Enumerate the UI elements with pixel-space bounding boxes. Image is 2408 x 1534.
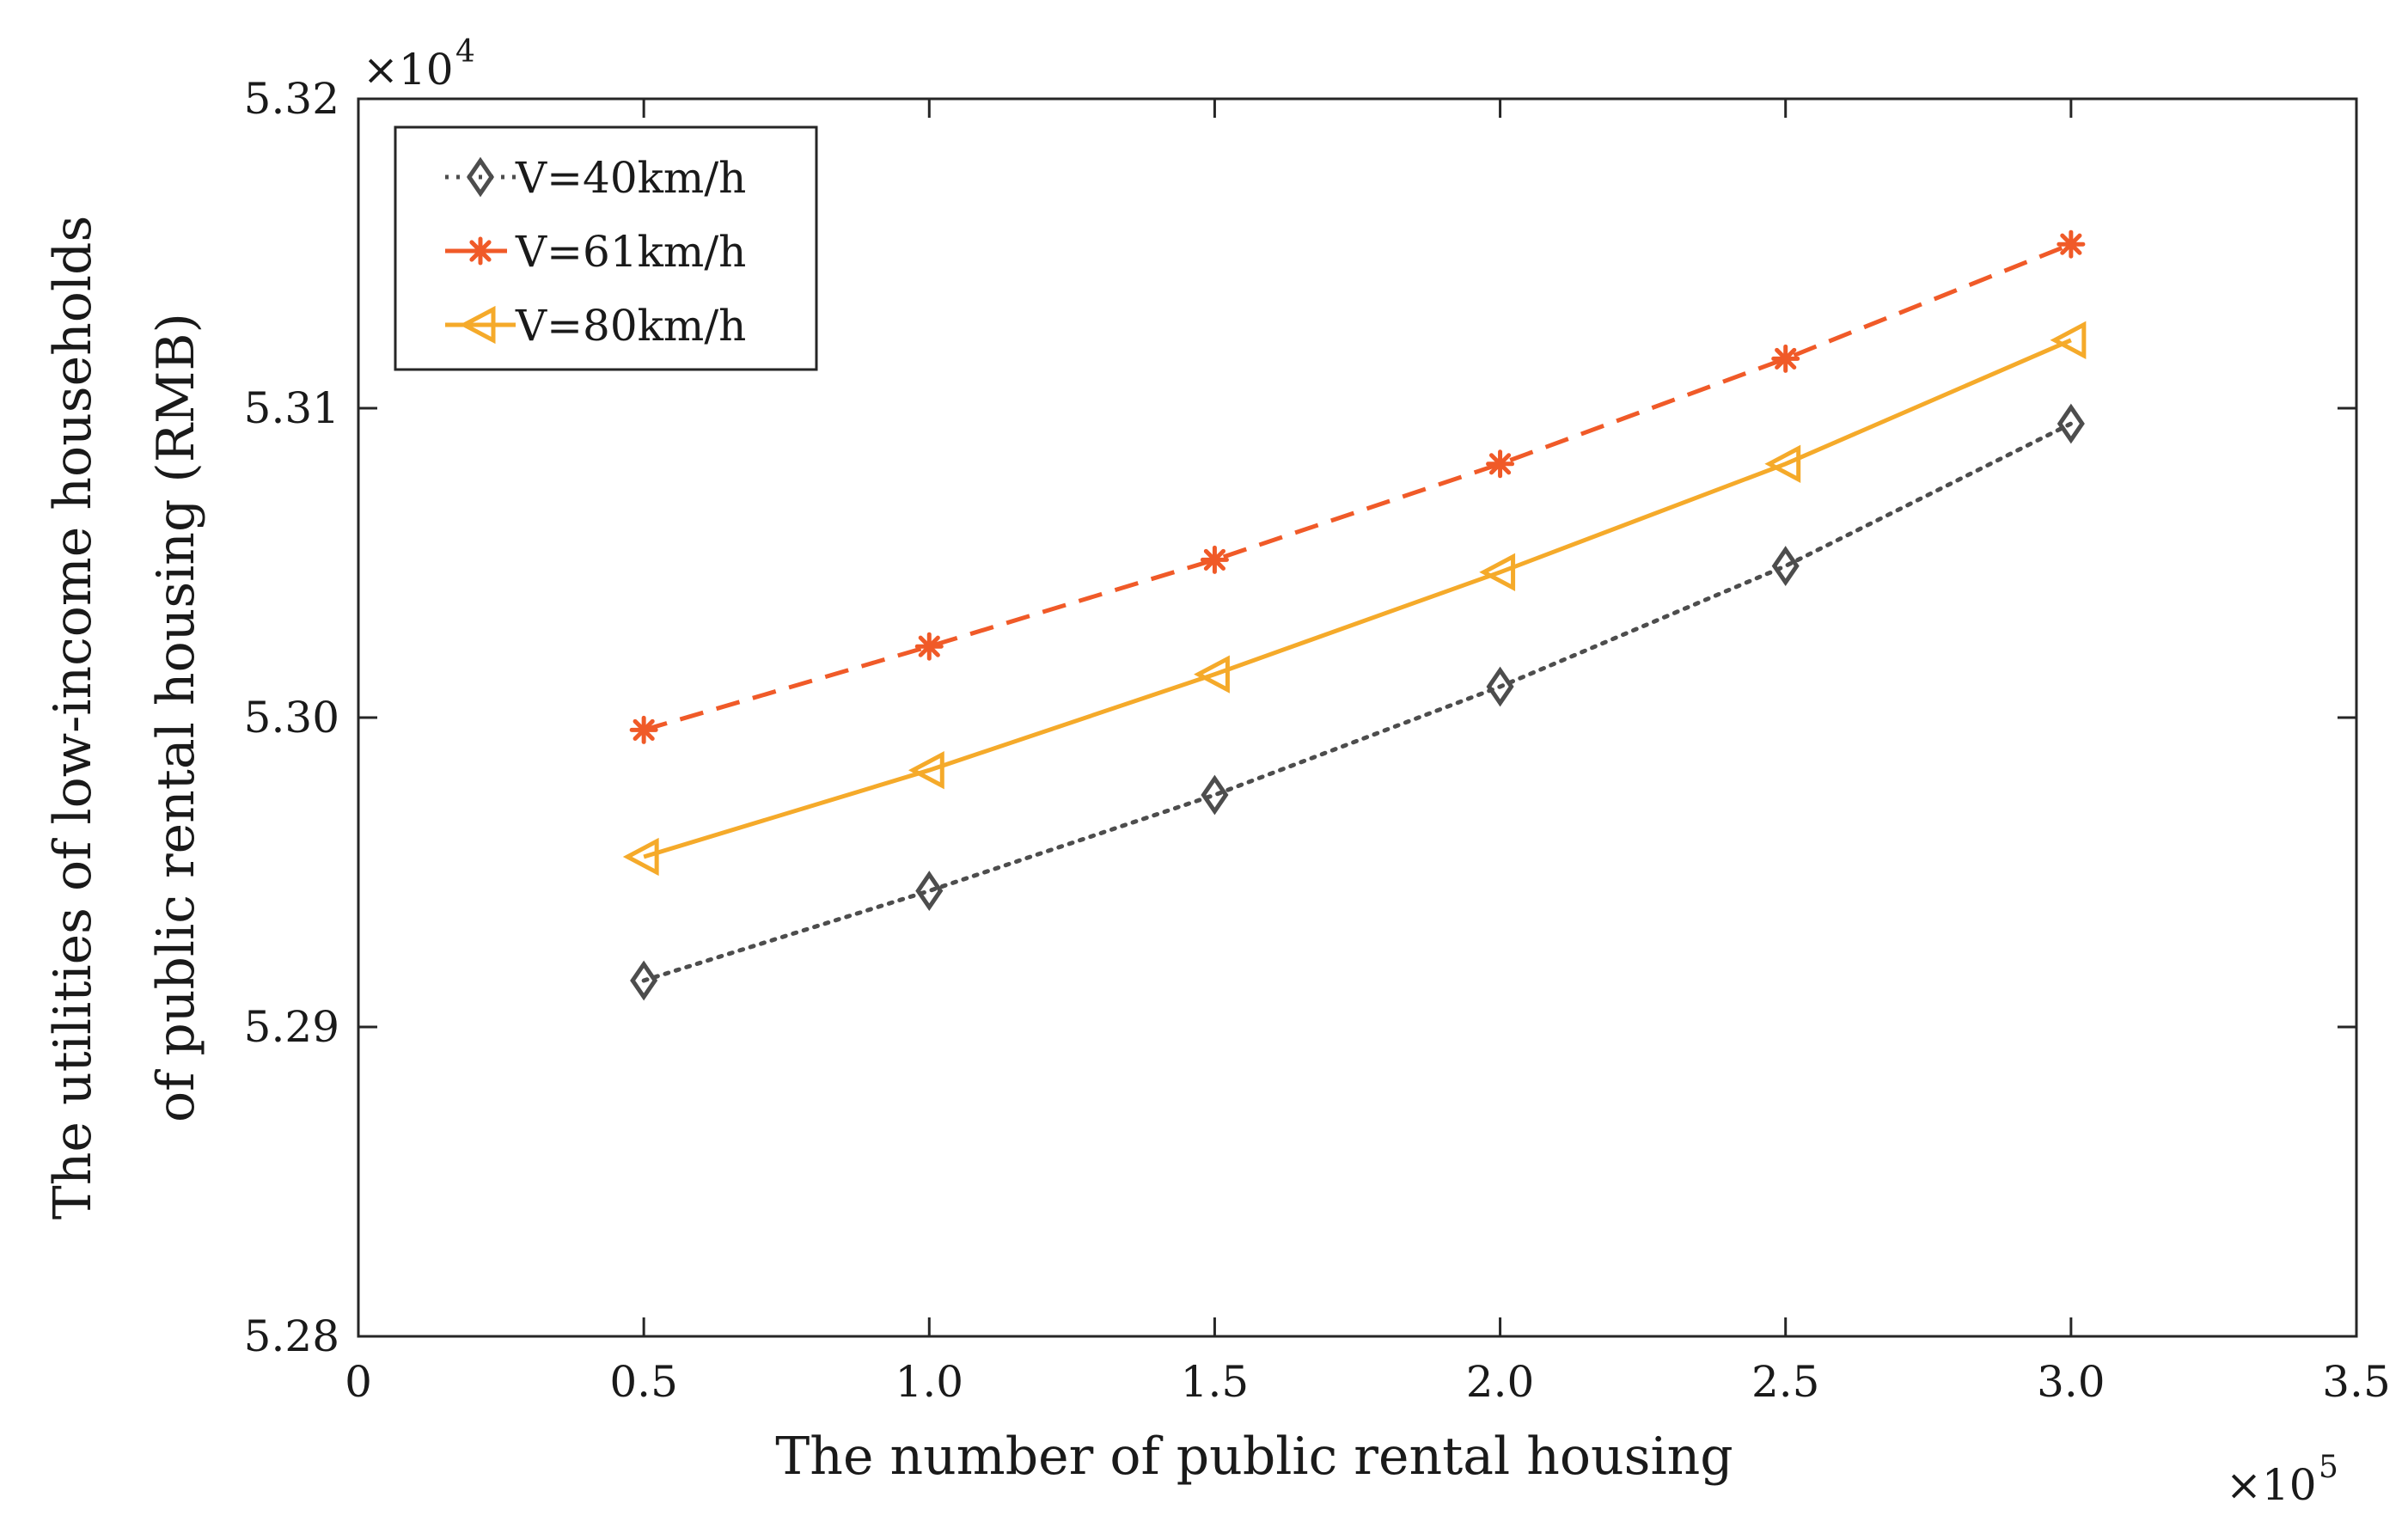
- series-1: [629, 229, 2086, 744]
- data-point: [1200, 545, 1229, 574]
- data-point: [915, 871, 944, 912]
- legend-marker: [466, 156, 495, 198]
- asterisk-stroke: [2060, 233, 2082, 255]
- series-2: [622, 321, 2087, 877]
- y-multiplier: ×10 4: [363, 34, 475, 95]
- data-point: [1486, 449, 1515, 479]
- data-point: [1201, 774, 1229, 816]
- asterisk-stroke: [469, 240, 492, 262]
- asterisk-stroke: [1488, 453, 1512, 475]
- x-tick-label: 1.0: [895, 1357, 964, 1407]
- axis-ticks: [357, 97, 2358, 1338]
- data-point: [1479, 553, 1516, 591]
- data-point: [1764, 444, 1801, 483]
- y-tick-label: 5.29: [244, 1002, 339, 1052]
- series-line: [641, 421, 2074, 983]
- legend-entry-2: V=80km/h: [445, 301, 746, 351]
- x-tick-label: 2.5: [1751, 1357, 1820, 1407]
- legend-box: [394, 125, 818, 371]
- legend-label: V=61km/h: [515, 227, 746, 277]
- series-0: [630, 403, 2085, 1001]
- x-multiplier-exp: 5: [2319, 1450, 2338, 1485]
- x-tick-label: 0.5: [609, 1357, 678, 1407]
- y-multiplier-base: ×10: [363, 45, 454, 95]
- data-point: [914, 632, 944, 661]
- y-tick-label: 5.30: [244, 693, 339, 743]
- axis-labels: 0 0.5 1.0 1.5 2.0 2.5 3.0 3.5 5.28 5.29 5.30 5.31 5.…: [43, 34, 2391, 1510]
- x-multiplier: ×10 5: [2226, 1450, 2338, 1510]
- legend-label: V=40km/h: [515, 153, 746, 203]
- y-axis-title-line2: of public rental housing (RMB): [146, 313, 206, 1122]
- data-point: [630, 960, 658, 1001]
- legend-entry-0: V=40km/h: [445, 153, 746, 203]
- series-line: [643, 241, 2072, 732]
- x-tick-label: 3.0: [2037, 1357, 2105, 1407]
- legend-marker: [466, 236, 495, 266]
- y-tick-label: 5.28: [244, 1311, 339, 1361]
- y-axis-title-line1: The utilities of low-income households: [43, 216, 103, 1219]
- asterisk-stroke: [1203, 548, 1226, 571]
- data-point: [1771, 546, 1800, 587]
- data-point: [622, 837, 659, 877]
- data-point: [1771, 344, 1800, 373]
- data-point: [908, 751, 944, 790]
- asterisk-stroke: [918, 635, 940, 657]
- legend: V=40km/h V=61km/h V=80km/h: [394, 125, 818, 371]
- y-tick-label: 5.32: [244, 74, 339, 124]
- data-point: [2057, 229, 2086, 259]
- x-multiplier-base: ×10: [2226, 1460, 2317, 1510]
- data-point: [2050, 321, 2087, 359]
- asterisk-stroke: [1775, 347, 1797, 370]
- x-axis-title: The number of public rental housing: [775, 1427, 1733, 1487]
- x-tick-label: 2.0: [1466, 1357, 1535, 1407]
- data-point: [2057, 403, 2085, 444]
- legend-marker: [459, 305, 496, 345]
- y-multiplier-exp: 4: [455, 34, 475, 70]
- x-tick-label: 0: [345, 1357, 372, 1407]
- x-tick-label: 1.5: [1181, 1357, 1250, 1407]
- asterisk-stroke: [633, 718, 655, 741]
- legend-label: V=80km/h: [515, 301, 746, 351]
- series-line: [643, 338, 2072, 859]
- x-tick-label: 3.5: [2322, 1357, 2391, 1407]
- data-point: [1194, 655, 1230, 694]
- legend-entry-1: V=61km/h: [445, 227, 746, 277]
- data-point: [1486, 666, 1514, 707]
- y-tick-label: 5.31: [244, 383, 339, 433]
- data-point: [629, 715, 658, 744]
- series-group: [622, 229, 2087, 1001]
